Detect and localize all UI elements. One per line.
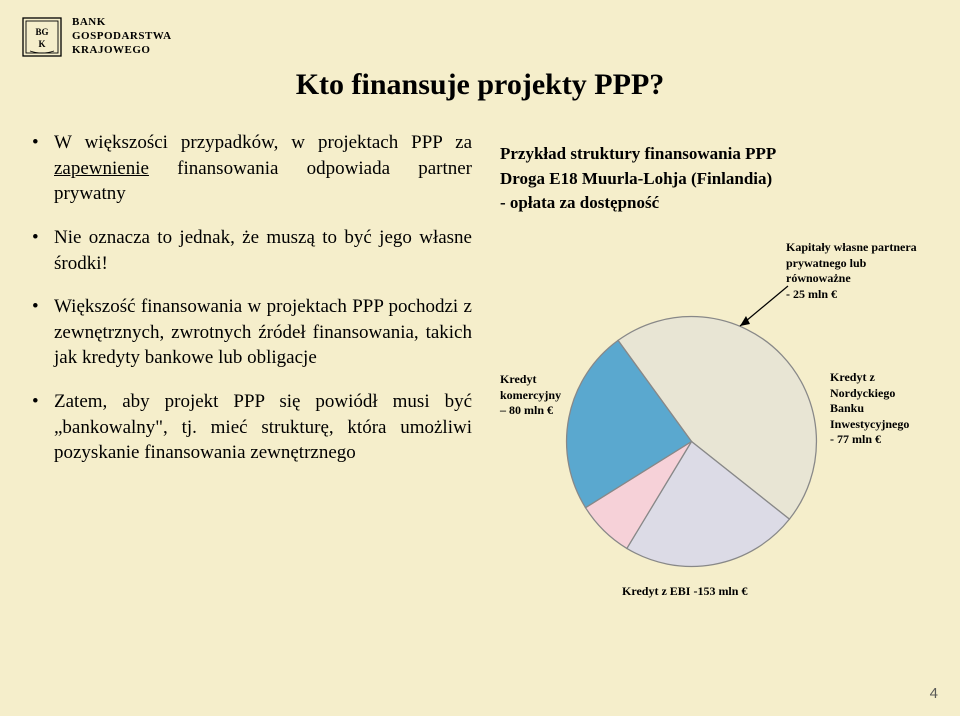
label-nordic-l2: Nordyckiego	[830, 386, 895, 400]
bank-name-line1: BANK	[72, 16, 172, 30]
label-comm-l1: Kredyt	[500, 372, 536, 386]
svg-text:BG: BG	[35, 27, 48, 37]
label-equity-l2: prywatnego lub równoważne	[786, 256, 866, 286]
label-equity: Kapitały własne partnera prywatnego lub …	[786, 240, 920, 302]
label-equity-l3: - 25 mln €	[786, 287, 837, 301]
bank-logo-icon: BG K	[22, 17, 62, 57]
svg-text:K: K	[38, 39, 45, 49]
bullet-1-underline: zapewnienie	[54, 158, 149, 179]
bullet-2: Nie oznacza to jednak, że muszą to być j…	[32, 225, 472, 276]
label-nordic-l1: Kredyt z	[830, 370, 875, 384]
label-comm-l2: komercyjny	[500, 388, 561, 402]
page-number: 4	[930, 685, 938, 702]
bank-name-line2: GOSPODARSTWA	[72, 30, 172, 44]
bank-name: BANK GOSPODARSTWA KRAJOWEGO	[72, 16, 172, 57]
pie-svg	[564, 314, 819, 569]
chart-panel: Przykład struktury finansowania PPP Drog…	[500, 142, 940, 644]
bullet-1: W większości przypadków, w projektach PP…	[32, 130, 472, 207]
caption-line1: Przykład struktury finansowania PPP	[500, 142, 940, 167]
label-nordic: Kredyt z Nordyckiego Banku Inwestycyjneg…	[830, 370, 909, 448]
header: BG K BANK GOSPODARSTWA KRAJOWEGO	[22, 16, 172, 57]
caption-line2: Droga E18 Muurla-Lohja (Finlandia)	[500, 167, 940, 192]
bullet-1-pre: W większości przypadków, w projektach PP…	[54, 132, 472, 153]
label-comm-l3: – 80 mln €	[500, 403, 553, 417]
chart-caption: Przykład struktury finansowania PPP Drog…	[500, 142, 940, 216]
label-nordic-l3: Banku	[830, 401, 864, 415]
bullet-3: Większość finansowania w projektach PPP …	[32, 294, 472, 371]
label-commercial: Kredyt komercyjny – 80 mln €	[500, 372, 561, 419]
bank-name-line3: KRAJOWEGO	[72, 44, 172, 58]
pie-chart: Kapitały własne partnera prywatnego lub …	[500, 224, 920, 644]
label-equity-l1: Kapitały własne partnera	[786, 240, 917, 254]
caption-line3: - opłata za dostępność	[500, 191, 940, 216]
slide-title: Kto finansuje projekty PPP?	[0, 68, 960, 102]
arrow-icon	[732, 282, 792, 332]
label-nordic-l5: - 77 mln €	[830, 432, 881, 446]
bullet-4: Zatem, aby projekt PPP się powiódł musi …	[32, 389, 472, 466]
bullet-list: W większości przypadków, w projektach PP…	[32, 130, 472, 484]
label-nordic-l4: Inwestycyjnego	[830, 417, 909, 431]
label-ebi: Kredyt z EBI -153 mln €	[622, 584, 747, 600]
label-ebi-text: Kredyt z EBI -153 mln €	[622, 584, 747, 598]
